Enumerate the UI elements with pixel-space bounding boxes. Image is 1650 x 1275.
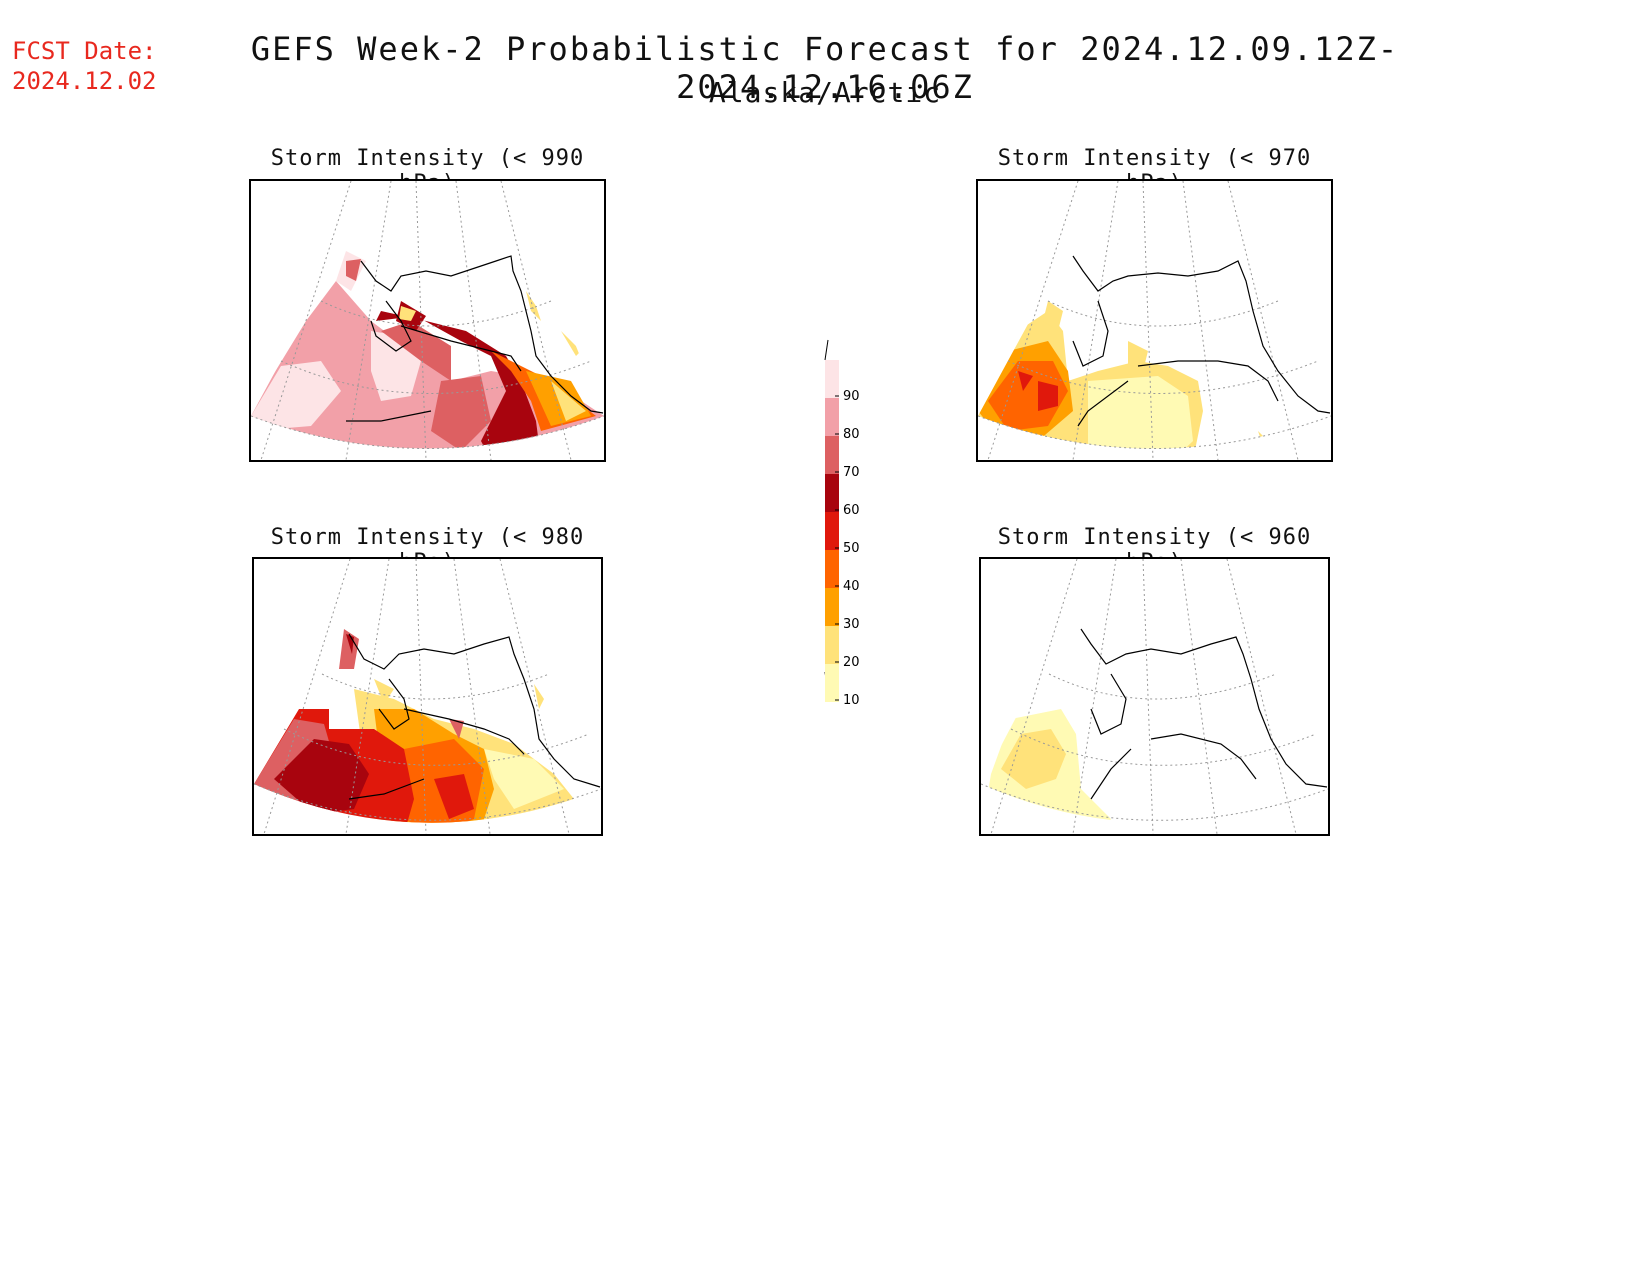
map-panel-980 bbox=[252, 557, 603, 836]
legend-label-90: 90 bbox=[843, 389, 860, 404]
probability-field-980 bbox=[254, 629, 574, 823]
graticule-990 bbox=[251, 181, 604, 460]
legend-label-20: 20 bbox=[843, 655, 860, 670]
legend-swatch-90 bbox=[825, 360, 839, 398]
legend-label-70: 70 bbox=[843, 465, 860, 480]
graticule-960 bbox=[981, 559, 1328, 834]
graticule-970 bbox=[978, 181, 1331, 460]
map-panel-990 bbox=[249, 179, 606, 462]
legend-label-80: 80 bbox=[843, 427, 860, 442]
legend-label-10: 10 bbox=[843, 693, 860, 708]
forecast-date-label: FCST Date: bbox=[12, 37, 157, 65]
map-panel-970 bbox=[976, 179, 1333, 462]
graticule-980 bbox=[254, 559, 601, 834]
region-subtitle: Alaska/Arctic bbox=[708, 76, 942, 109]
map-970 bbox=[978, 181, 1331, 460]
coastline-960 bbox=[1080, 628, 1328, 800]
legend-swatch-50 bbox=[825, 512, 839, 550]
legend-swatch-70 bbox=[825, 436, 839, 474]
forecast-date-value: 2024.12.02 bbox=[12, 67, 157, 95]
legend-label-30: 30 bbox=[843, 617, 860, 632]
legend-swatch-40 bbox=[825, 550, 839, 588]
legend-swatch-10 bbox=[825, 664, 839, 702]
legend-label-40: 40 bbox=[843, 579, 860, 594]
probability-field-970 bbox=[978, 301, 1268, 449]
coastline-990 bbox=[346, 255, 604, 422]
legend-swatch-20 bbox=[825, 626, 839, 664]
map-990 bbox=[251, 181, 604, 460]
map-panel-960 bbox=[979, 557, 1330, 836]
legend-swatch-30 bbox=[825, 588, 839, 626]
main-title: GEFS Week-2 Probabilistic Forecast for 2… bbox=[250, 30, 1400, 106]
map-960 bbox=[981, 559, 1328, 834]
coastline-970 bbox=[1072, 255, 1331, 427]
coastline-980 bbox=[348, 633, 601, 800]
legend-bar: 90 80 70 60 50 40 30 20 10 bbox=[824, 339, 860, 708]
legend-label-60: 60 bbox=[843, 503, 860, 518]
forecast-date: FCST Date: 2024.12.02 bbox=[12, 36, 157, 96]
map-980 bbox=[254, 559, 601, 834]
legend-swatch-60 bbox=[825, 474, 839, 512]
legend-label-50: 50 bbox=[843, 541, 860, 556]
color-legend: 90 80 70 60 50 40 30 20 10 bbox=[820, 330, 880, 714]
probability-field-990 bbox=[251, 251, 604, 449]
legend-swatch-80 bbox=[825, 398, 839, 436]
